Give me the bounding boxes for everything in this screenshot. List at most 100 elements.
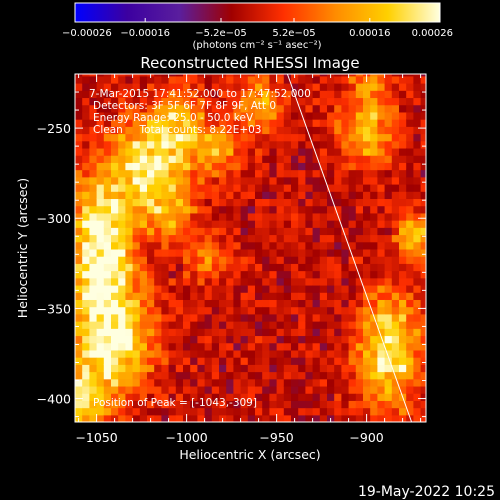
heatmap-cell: [175, 277, 184, 286]
heatmap-cell: [154, 83, 162, 91]
heatmap-cell: [183, 212, 191, 221]
heatmap-cell: [96, 133, 105, 142]
heatmap-cell: [319, 371, 328, 380]
heatmap-cell: [348, 306, 357, 315]
heatmap-cell: [406, 378, 414, 387]
heatmap-cell: [262, 349, 270, 358]
heatmap-cell: [226, 277, 234, 286]
heatmap-cell: [240, 284, 249, 293]
heatmap-cell: [255, 75, 263, 84]
heatmap-cell: [226, 263, 234, 272]
heatmap-cell: [132, 378, 141, 387]
heatmap-cell: [406, 256, 414, 264]
heatmap-cell: [204, 74, 213, 77]
heatmap-cell: [219, 111, 227, 120]
heatmap-cell: [103, 400, 112, 409]
heatmap-cell: [125, 299, 134, 308]
heatmap-cell: [262, 256, 270, 264]
heatmap-cell: [262, 90, 270, 99]
heatmap-cell: [111, 256, 119, 264]
heatmap-cell: [406, 371, 414, 380]
heatmap-cell: [377, 248, 386, 257]
heatmap-cell: [355, 97, 364, 106]
heatmap-cell: [341, 357, 350, 365]
heatmap-cell: [348, 90, 357, 99]
heatmap-cell: [111, 198, 119, 207]
heatmap-cell: [334, 321, 342, 329]
heatmap-cell: [391, 378, 400, 387]
heatmap-cell: [183, 83, 191, 91]
heatmap-cell: [132, 176, 141, 185]
heatmap-cell: [262, 357, 270, 365]
heatmap-cell: [348, 220, 357, 228]
heatmap-cell: [384, 335, 393, 344]
heatmap-cell: [355, 313, 364, 322]
heatmap-cell: [190, 241, 198, 250]
heatmap-cell: [298, 162, 306, 171]
heatmap-cell: [334, 328, 342, 337]
heatmap-cell: [139, 378, 148, 387]
heatmap-cell: [312, 83, 321, 91]
heatmap-cell: [370, 241, 378, 250]
heatmap-cell: [219, 248, 227, 257]
heatmap-cell: [168, 83, 177, 91]
heatmap-cell: [348, 212, 357, 221]
heatmap-cell: [183, 378, 191, 387]
heatmap-cell: [334, 169, 342, 178]
heatmap-cell: [118, 97, 126, 106]
heatmap-cell: [312, 378, 321, 387]
heatmap-cell: [291, 241, 299, 250]
heatmap-cell: [255, 126, 263, 135]
heatmap-cell: [269, 205, 278, 214]
heatmap-cell: [334, 292, 342, 300]
heatmap-cell: [96, 140, 105, 149]
heatmap-cell: [240, 270, 249, 279]
heatmap-cell: [139, 126, 148, 135]
heatmap-cell: [255, 284, 263, 293]
heatmap-cell: [413, 169, 422, 178]
heatmap-cell: [370, 414, 378, 422]
heatmap-cell: [312, 371, 321, 380]
heatmap-cell: [204, 335, 213, 344]
heatmap-cell: [103, 407, 112, 416]
heatmap-cell: [82, 212, 90, 221]
heatmap-cell: [298, 126, 306, 135]
heatmap-cell: [276, 335, 285, 344]
heatmap-cell: [96, 220, 105, 228]
heatmap-cell: [147, 407, 155, 416]
heatmap-cell: [190, 321, 198, 329]
heatmap-cell: [183, 119, 191, 127]
heatmap-cell: [312, 270, 321, 279]
heatmap-cell: [154, 119, 162, 127]
heatmap-cell: [319, 407, 328, 416]
heatmap-cell: [305, 126, 314, 135]
heatmap-cell: [75, 371, 83, 380]
heatmap-cell: [82, 234, 90, 243]
heatmap-cell: [161, 220, 170, 228]
heatmap-cell: [183, 292, 191, 300]
heatmap-cell: [190, 277, 198, 286]
heatmap-cell: [125, 162, 134, 171]
heatmap-cell: [305, 328, 314, 337]
heatmap-cell: [125, 183, 134, 192]
heatmap-cell: [118, 284, 126, 293]
heatmap-cell: [420, 328, 426, 337]
heatmap-cell: [89, 277, 98, 286]
heatmap-cell: [363, 126, 371, 135]
heatmap-cell: [211, 198, 220, 207]
heatmap-cell: [413, 147, 422, 156]
heatmap-cell: [283, 299, 292, 308]
heatmap-cell: [348, 335, 357, 344]
heatmap-cell: [168, 74, 177, 77]
heatmap-cell: [247, 111, 256, 120]
heatmap-cell: [348, 241, 357, 250]
heatmap-cell: [82, 220, 90, 228]
heatmap-cell: [312, 198, 321, 207]
heatmap-cell: [276, 328, 285, 337]
heatmap-cell: [377, 104, 386, 113]
heatmap-cell: [391, 191, 400, 200]
heatmap-cell: [341, 299, 350, 308]
heatmap-cell: [125, 256, 134, 264]
heatmap-cell: [240, 393, 249, 401]
heatmap-cell: [262, 321, 270, 329]
